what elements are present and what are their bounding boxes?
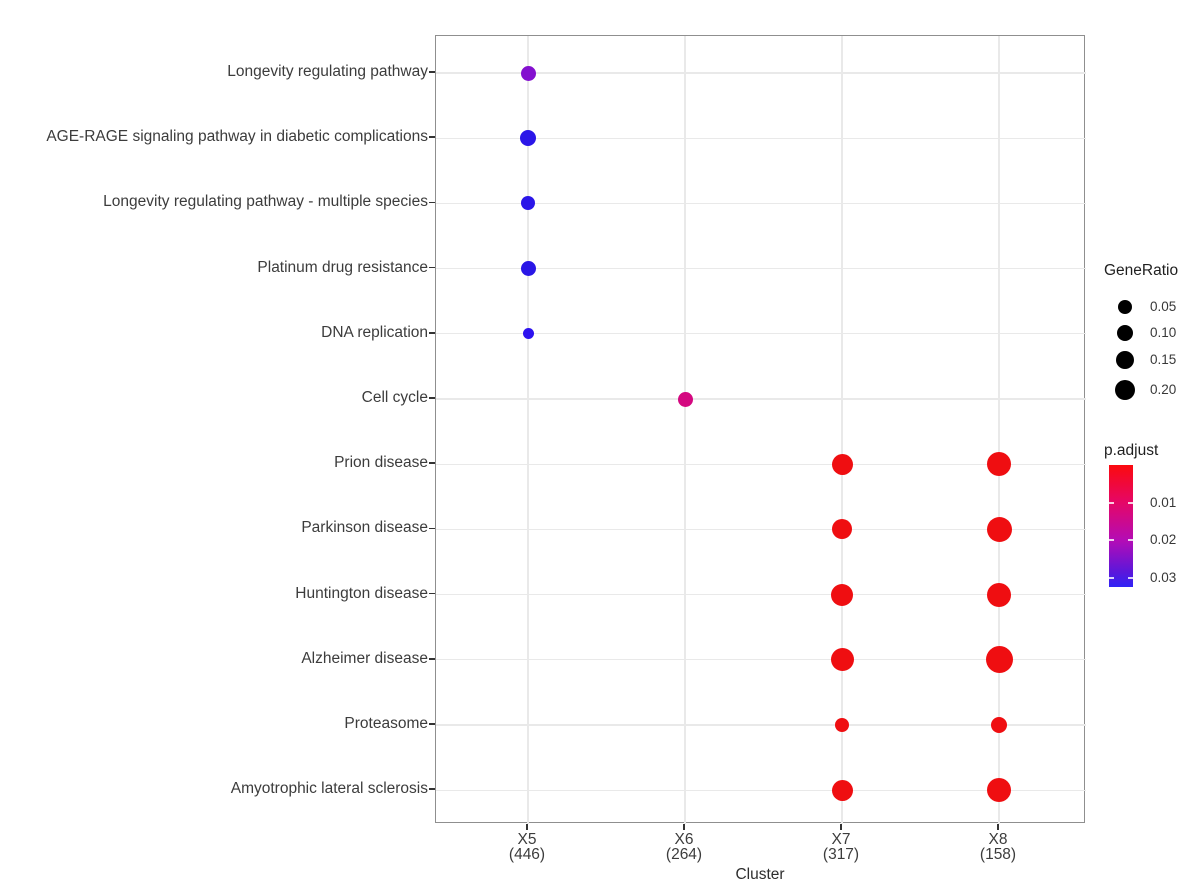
- h-gridline: [436, 267, 1086, 270]
- size-legend-dot: [1116, 351, 1134, 369]
- h-gridline: [436, 593, 1086, 596]
- y-axis-tick: [429, 266, 435, 269]
- color-legend-title: p.adjust: [1104, 442, 1159, 459]
- color-legend-tick-label: 0.01: [1150, 495, 1177, 510]
- data-point: [831, 583, 853, 606]
- color-legend-tick-mark: [1109, 502, 1114, 504]
- v-gridline: [527, 36, 529, 824]
- x-axis-label-count: (264): [665, 846, 703, 863]
- x-axis-label-name: X5: [517, 831, 537, 848]
- y-axis-label: Amyotrophic lateral sclerosis: [230, 780, 428, 798]
- y-axis-tick: [429, 723, 435, 725]
- x-axis-tick: [683, 824, 685, 830]
- data-point: [831, 779, 853, 801]
- v-gridline: [684, 36, 686, 824]
- y-axis-label: Platinum drug resistance: [257, 258, 428, 276]
- h-gridline: [436, 202, 1086, 205]
- y-axis-label: Longevity regulating pathway: [227, 63, 428, 80]
- size-legend-dot: [1117, 325, 1133, 341]
- y-axis-label: Longevity regulating pathway - multiple …: [103, 193, 428, 211]
- y-axis-label: AGE-RAGE signaling pathway in diabetic c…: [46, 128, 428, 146]
- h-gridline: [436, 137, 1086, 139]
- size-legend-label: 0.10: [1150, 325, 1177, 340]
- h-gridline: [436, 528, 1086, 531]
- y-axis-tick: [429, 71, 435, 73]
- x-axis-title: Cluster: [735, 866, 785, 883]
- x-axis-label-count: (158): [979, 846, 1017, 863]
- y-axis-tick: [429, 527, 435, 530]
- y-axis-tick: [429, 397, 435, 399]
- y-axis-tick: [429, 462, 435, 464]
- x-axis-label-count: (317): [822, 846, 860, 863]
- x-axis-tick: [997, 824, 999, 830]
- data-point: [832, 519, 852, 540]
- size-legend-title: GeneRatio: [1104, 262, 1179, 279]
- data-point: [835, 718, 849, 732]
- h-gridline: [436, 659, 1086, 661]
- data-point: [991, 717, 1007, 733]
- y-axis-tick: [429, 136, 435, 138]
- y-axis-tick: [429, 658, 435, 660]
- color-legend-tick-label: 0.02: [1150, 532, 1177, 547]
- y-axis-tick: [429, 332, 435, 334]
- size-legend-label: 0.15: [1150, 352, 1177, 367]
- x-axis-label-name: X6: [674, 831, 694, 848]
- data-point: [830, 648, 854, 672]
- plot-panel: [435, 35, 1086, 824]
- x-axis-label-count: (446): [508, 846, 546, 863]
- x-axis-label-name: X7: [831, 831, 851, 848]
- size-legend-label: 0.05: [1150, 299, 1177, 314]
- h-gridline: [436, 398, 1086, 400]
- x-axis-tick: [526, 824, 528, 830]
- h-gridline: [436, 333, 1086, 335]
- color-legend-tick-label: 0.03: [1150, 570, 1177, 585]
- y-axis-tick: [429, 592, 435, 595]
- color-legend-tick-mark: [1128, 577, 1133, 579]
- data-point: [521, 196, 535, 211]
- data-point: [985, 646, 1013, 674]
- x-axis-tick: [840, 824, 842, 830]
- v-gridline: [841, 36, 843, 824]
- data-point: [677, 391, 693, 407]
- data-point: [831, 453, 853, 475]
- h-gridline: [436, 463, 1086, 465]
- y-axis-label: Parkinson disease: [301, 519, 428, 537]
- y-axis-label: Prion disease: [334, 454, 428, 472]
- data-point: [520, 130, 536, 147]
- y-axis-label: DNA replication: [321, 323, 428, 341]
- size-legend-dot: [1118, 300, 1132, 314]
- color-legend-tick-mark: [1128, 502, 1133, 504]
- y-axis-label: Proteasome: [344, 715, 428, 732]
- h-gridline: [436, 724, 1086, 726]
- data-point: [987, 582, 1011, 607]
- color-legend-tick-mark: [1109, 539, 1114, 541]
- y-axis-label: Cell cycle: [361, 389, 428, 406]
- data-point: [522, 328, 534, 340]
- h-gridline: [436, 789, 1086, 791]
- size-legend-label: 0.20: [1150, 382, 1177, 397]
- y-axis-tick: [429, 201, 435, 204]
- x-axis-label-name: X8: [988, 831, 1008, 848]
- color-legend-gradient-bar: [1109, 465, 1133, 587]
- y-axis-label: Alzheimer disease: [301, 649, 428, 667]
- data-point: [987, 778, 1011, 803]
- data-point: [987, 452, 1011, 477]
- data-point: [520, 65, 536, 81]
- h-gridline: [436, 72, 1086, 74]
- data-point: [520, 261, 536, 277]
- data-point: [986, 516, 1012, 542]
- y-axis-tick: [429, 788, 435, 790]
- color-legend-tick-mark: [1109, 577, 1114, 579]
- color-legend-tick-mark: [1128, 539, 1133, 541]
- y-axis-label: Huntington disease: [295, 584, 428, 602]
- v-gridline: [998, 36, 1000, 824]
- size-legend-dot: [1115, 380, 1135, 400]
